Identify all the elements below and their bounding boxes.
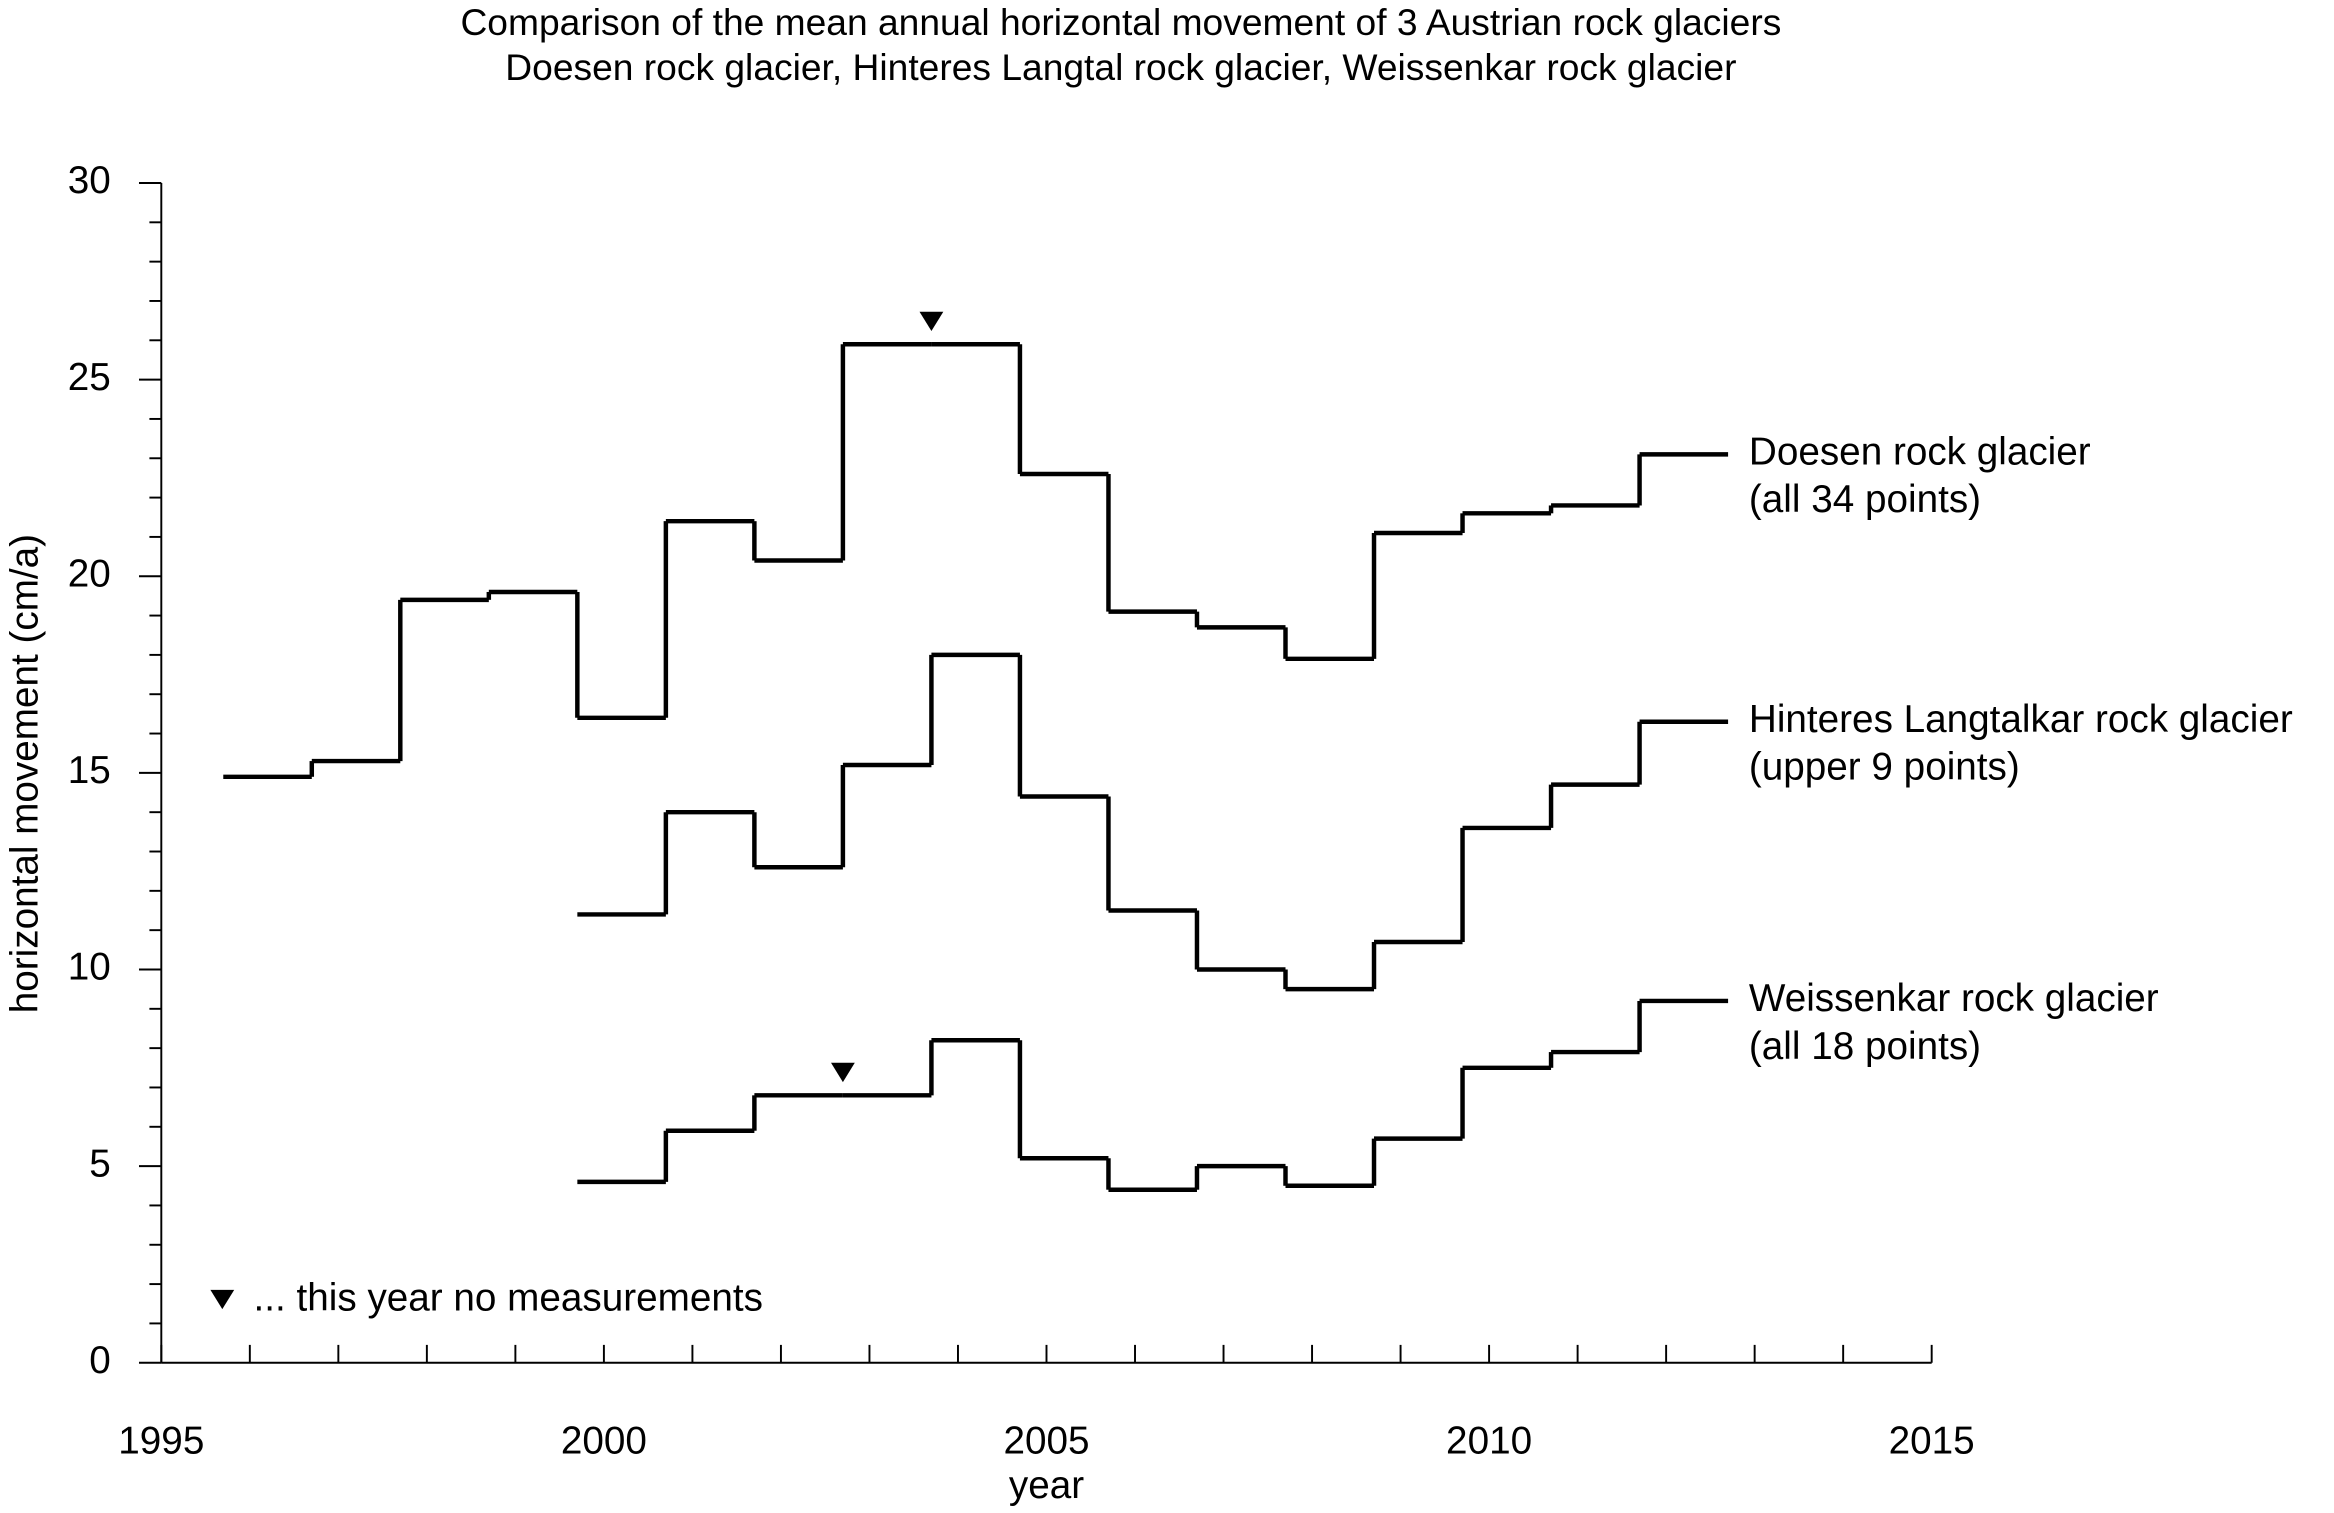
y-tick-label: 15 (68, 749, 111, 792)
x-tick-label: 2005 (1003, 1419, 1089, 1462)
series-label: Weissenkar rock glacier (1749, 977, 2159, 1020)
no-measurement-marker (919, 311, 944, 332)
series-description: (all 18 points) (1749, 1025, 1981, 1068)
y-tick-label: 30 (68, 159, 111, 202)
y-tick-label: 20 (68, 552, 111, 595)
x-tick-label: 2010 (1446, 1419, 1532, 1462)
y-axis-label: horizontal movement (cm/a) (4, 534, 47, 1013)
no-measurement-marker (831, 1062, 855, 1083)
y-tick-label: 5 (89, 1142, 111, 1185)
y-tick-label: 0 (89, 1339, 111, 1382)
x-tick-label: 1995 (118, 1419, 204, 1462)
marker-legend: ... this year no measurements (254, 1276, 763, 1319)
y-tick-label: 10 (68, 946, 111, 989)
series-label: Hinteres Langtalkar rock glacier (1749, 698, 2293, 741)
x-axis-label: year (1009, 1464, 1084, 1507)
series-label: Doesen rock glacier (1749, 431, 2091, 474)
series-description: (upper 9 points) (1749, 746, 2020, 789)
chart-title: Comparison of the mean annual horizontal… (460, 1, 1781, 43)
y-tick-label: 25 (68, 356, 111, 399)
chart-subtitle: Doesen rock glacier, Hinteres Langtal ro… (505, 46, 1736, 88)
series-description: (all 34 points) (1749, 478, 1981, 521)
x-tick-label: 2015 (1889, 1419, 1975, 1462)
marker-legend-symbol (210, 1289, 235, 1310)
x-tick-label: 2000 (561, 1419, 647, 1462)
